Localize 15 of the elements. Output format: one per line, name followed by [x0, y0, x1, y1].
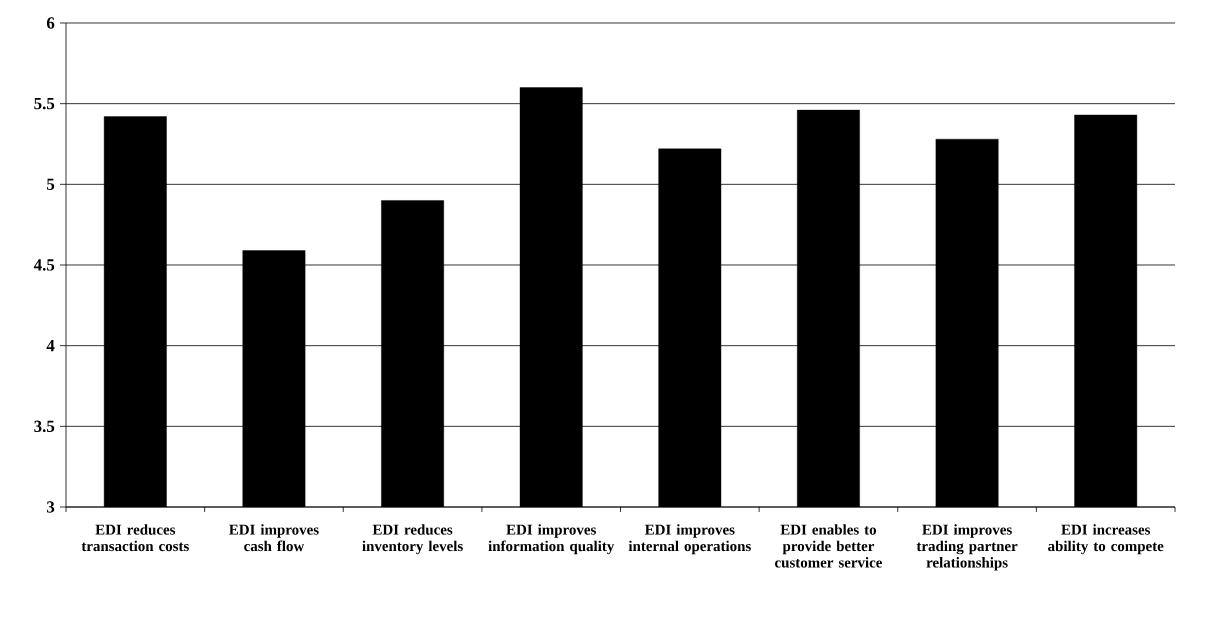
x-tick-label: EDI enables to provide better customer service [775, 524, 883, 568]
y-tick-label: 6 [46, 17, 55, 29]
x-tick-label: EDI improves internal operations [628, 524, 751, 555]
x-tick-label: EDI improves trading partner relationships [916, 524, 1018, 571]
x-tick-label: EDI increases ability to compete [1048, 524, 1164, 555]
y-tick-label: 4.5 [33, 259, 55, 271]
x-tick-label: EDI reduces transaction costs [81, 524, 189, 552]
y-tick-label: 4 [46, 340, 55, 352]
x-tick-label: EDI reduces inventory levels [362, 524, 463, 555]
y-tick-label: 5 [47, 178, 55, 190]
y-tick-label: 3.5 [34, 420, 55, 433]
y-tick-label: 5.5 [34, 98, 55, 110]
x-tick-label: EDI improves information quality [488, 524, 615, 555]
x-tick-label: EDI improves cash flow [229, 524, 319, 552]
y-tick-label: 3 [46, 501, 55, 513]
